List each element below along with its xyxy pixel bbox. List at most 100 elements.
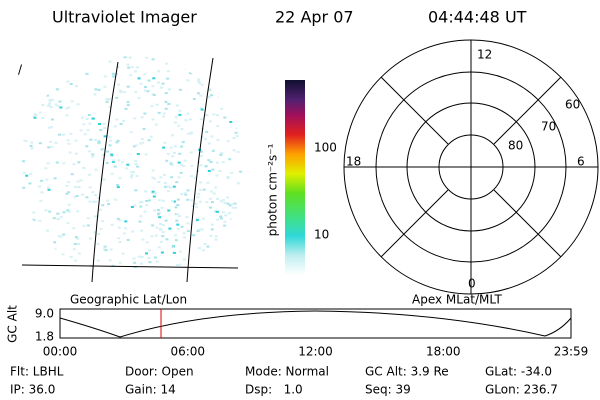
speckle [207,63,211,66]
speckle [178,109,182,112]
speckle [215,161,219,164]
speckle [118,177,122,180]
speckle [168,227,172,230]
speckle [38,219,42,222]
footer-field: IP: 36.0 [10,383,55,397]
speckle [85,118,89,120]
speckle [103,85,107,88]
speckle [77,161,81,164]
speckle [151,176,155,179]
speckle [216,114,219,117]
speckle [29,145,33,147]
speckle [121,252,125,255]
speckle [58,100,62,103]
speckle [143,112,147,115]
speckle [117,159,121,162]
speckle [111,160,115,163]
speckle [235,79,239,82]
speckle [157,246,161,249]
speckle [43,255,47,258]
speckle [197,92,200,95]
speckle [74,139,78,142]
speckle [133,266,137,269]
speckle [97,233,101,236]
mlt-label: 12 [477,48,492,62]
speckle [192,69,196,72]
speckle [74,259,78,262]
speckle [65,62,69,65]
speckle [205,130,209,133]
speckle [36,234,40,237]
speckle [88,186,92,189]
speckle [220,67,224,70]
footer: Flt: LBHL Door: Open Mode: Normal GC Alt: 3… [10,365,558,397]
speckle [118,240,122,243]
speckle [62,233,66,236]
speckle [180,164,184,166]
speckle [209,120,212,123]
auroral-image [22,56,243,270]
speckle [236,227,240,230]
speckle [49,140,53,143]
speckle [103,245,107,248]
speckle [138,201,142,204]
speckle [98,123,101,125]
speckle [230,172,234,175]
speckle [181,141,185,144]
speckle [137,77,141,80]
speckle [182,236,186,239]
speckle [232,137,236,139]
speckle [45,63,49,66]
speckle [102,178,106,181]
speckle [73,195,77,198]
speckle [57,235,61,238]
speckle [211,201,214,204]
speckle [126,163,130,166]
speckle [108,136,112,139]
speckle [229,239,233,242]
speckle [54,141,58,144]
speckle [91,153,95,156]
image-mark: / [18,63,23,77]
speckle [97,196,100,199]
speckle [74,85,78,88]
speckle [184,67,187,70]
speckle [23,102,27,105]
speckle [184,193,188,196]
speckle [236,98,240,101]
speckle [62,133,65,136]
speckle [48,99,52,101]
speckle [170,176,174,179]
speckle [166,152,170,155]
speckle [59,258,63,261]
speckle [223,116,227,119]
speckle [54,103,58,106]
footer-field: Seq: 39 [365,383,411,397]
speckle [214,244,218,247]
speckle [47,104,50,107]
speckle [25,64,29,67]
speckle [40,78,44,81]
speckle [67,191,70,194]
speckle [118,219,122,222]
speckle [185,216,189,219]
speckle [115,118,119,121]
speckle [172,251,176,254]
speckle [204,165,208,168]
speckle [220,107,224,110]
altitude-box [59,308,572,339]
speckle [210,190,214,193]
speckle [22,171,26,174]
speckle [86,224,90,227]
x-tick-label: 18:00 [426,345,461,359]
speckle [214,235,218,238]
speckle [219,200,223,203]
speckle [119,91,123,94]
speckle [76,210,80,213]
speckle [143,89,147,92]
speckle [25,174,29,177]
speckle [210,94,214,97]
speckle [131,171,135,174]
